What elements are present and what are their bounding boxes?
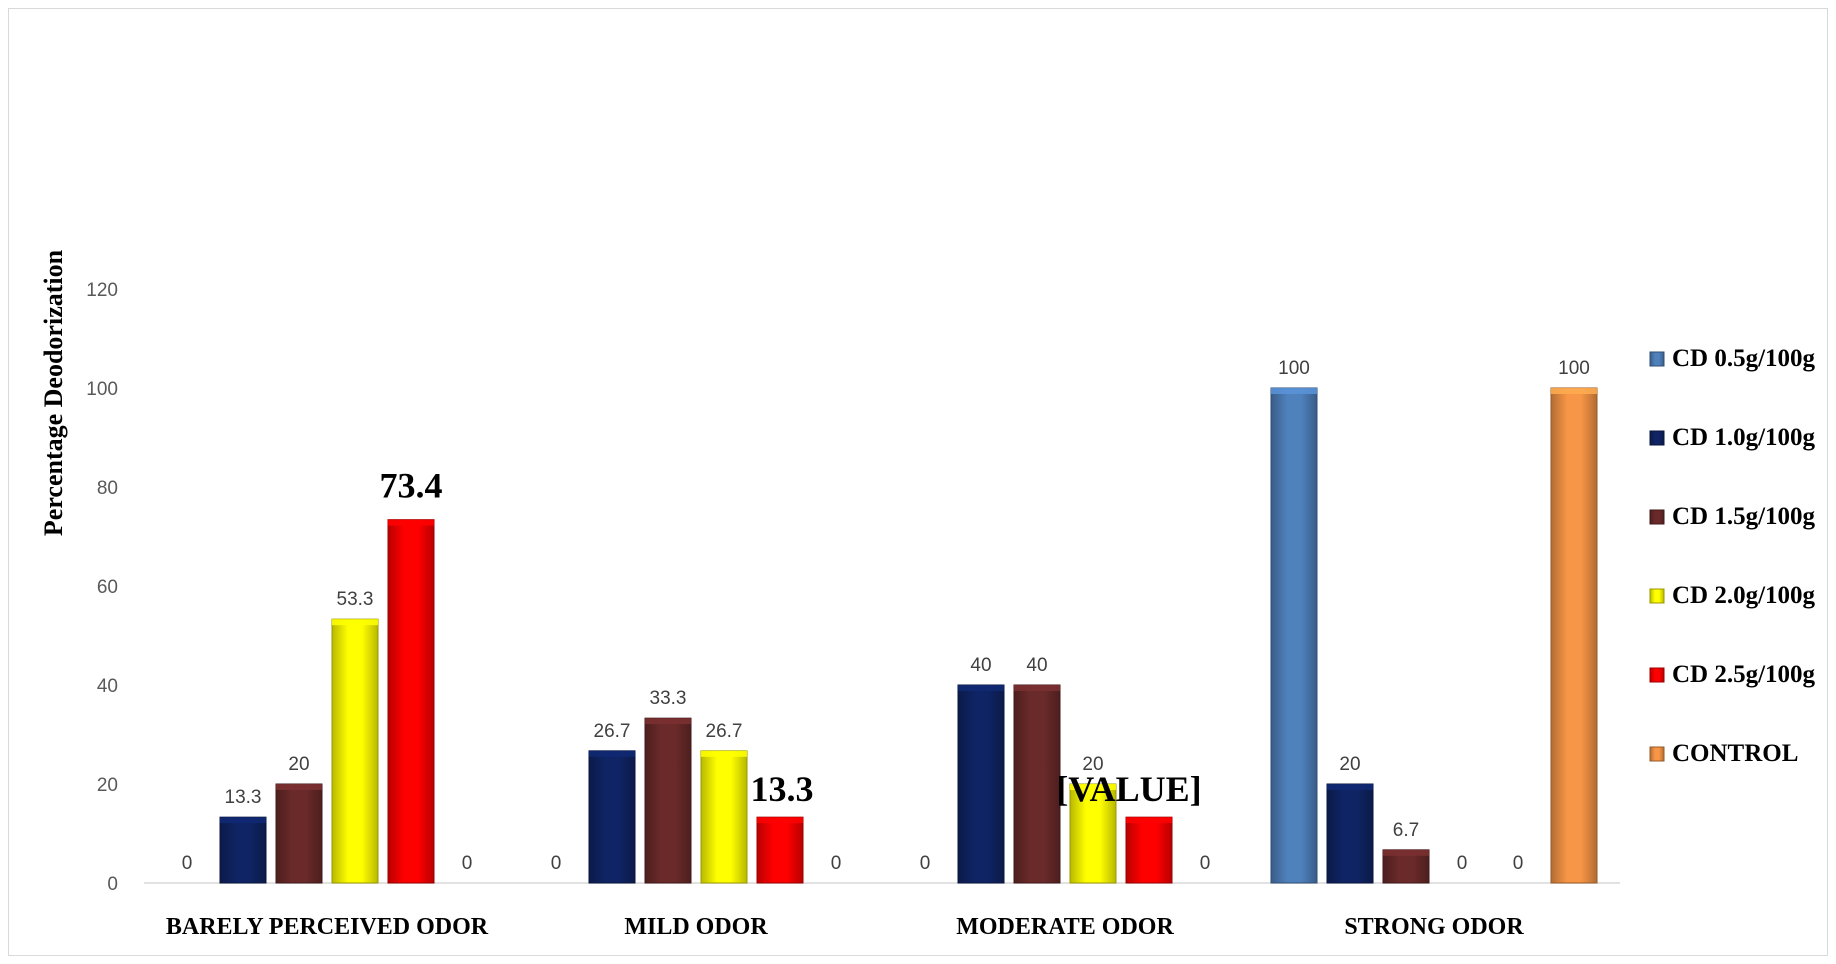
bar-bevel: [1126, 817, 1172, 824]
category-label: STRONG ODOR: [1344, 914, 1524, 940]
y-tick-label: 120: [86, 280, 118, 301]
data-label: 100: [1558, 358, 1590, 379]
data-label: 33.3: [650, 688, 687, 709]
bar-bevel: [220, 817, 266, 824]
y-axis-ticks: 0 20 40 60 80 100 120: [86, 280, 118, 895]
data-label: 26.7: [594, 721, 631, 742]
data-label: 13.3: [225, 787, 262, 808]
bar: [588, 750, 636, 884]
y-tick-label: 100: [86, 379, 118, 400]
y-axis-title: Percentage Deodorization: [39, 249, 68, 536]
legend-swatch: [1649, 588, 1665, 604]
data-label: 0: [182, 853, 193, 874]
data-label: 0: [1200, 853, 1211, 874]
legend-label: CD 1.5g/100g: [1672, 503, 1816, 530]
bar-bevel: [589, 750, 635, 757]
data-label: 26.7: [706, 721, 743, 742]
bar-bevel: [1327, 784, 1373, 790]
bar: [700, 750, 748, 884]
category-label: MILD ODOR: [624, 914, 768, 940]
bars: [219, 387, 1598, 884]
bar-bevel: [1014, 685, 1060, 691]
data-label: 40: [970, 655, 991, 676]
data-label: 0: [462, 853, 473, 874]
data-label: 100: [1278, 358, 1310, 379]
data-label: 13.3: [751, 769, 814, 809]
bar-bevel: [958, 685, 1004, 691]
y-tick-label: 60: [97, 577, 118, 598]
bar-bevel: [388, 519, 434, 526]
y-tick-label: 80: [97, 478, 118, 499]
bar: [1270, 387, 1318, 884]
bar-bevel: [645, 718, 691, 725]
bar-bevel: [1271, 388, 1317, 394]
y-tick-label: 40: [97, 676, 118, 697]
bar-bevel: [1383, 849, 1429, 856]
legend-label: CD 2.0g/100g: [1672, 582, 1816, 609]
bar: [1069, 783, 1117, 884]
bar: [1326, 783, 1374, 884]
bar: [644, 717, 692, 884]
legend-label: CD 0.5g/100g: [1672, 345, 1816, 372]
y-tick-label: 20: [97, 775, 118, 796]
data-labels: 0 13.3 20 53.3 73.4 0 0 26.7 33.3 26.7 13.3 0 0 40 40 2…: [182, 358, 1590, 874]
legend-swatch: [1649, 667, 1665, 683]
bar-bevel: [332, 619, 378, 626]
data-label: 20: [1082, 754, 1103, 775]
bar-bevel: [1551, 388, 1597, 394]
bar-bevel: [757, 817, 803, 824]
legend-swatch: [1649, 509, 1665, 525]
bar: [219, 816, 267, 884]
data-label: 53.3: [337, 589, 374, 610]
data-label: 0: [831, 853, 842, 874]
y-tick-label: 0: [107, 874, 118, 895]
data-label: 0: [1457, 853, 1468, 874]
data-label: 20: [288, 754, 309, 775]
legend-swatch: [1649, 351, 1665, 367]
legend-label: CONTROL: [1672, 740, 1798, 767]
data-label: 0: [1513, 853, 1524, 874]
legend-label: CD 1.0g/100g: [1672, 424, 1816, 451]
bar-bevel: [276, 784, 322, 790]
data-label: 0: [551, 853, 562, 874]
bar: [275, 783, 323, 884]
data-label: 73.4: [380, 466, 443, 506]
category-label: BARELY PERCEIVED ODOR: [166, 914, 489, 940]
bar: [1013, 684, 1061, 884]
legend-label: CD 2.5g/100g: [1672, 661, 1816, 688]
bar-bevel: [1070, 784, 1116, 790]
category-label: MODERATE ODOR: [956, 914, 1174, 940]
category-labels: BARELY PERCEIVED ODOR MILD ODOR MODERATE O…: [166, 914, 1524, 940]
bar: [1550, 387, 1598, 884]
bar: [387, 519, 435, 884]
legend-swatch: [1649, 430, 1665, 446]
data-label: 40: [1026, 655, 1047, 676]
bar: [957, 684, 1005, 884]
data-label: 0: [920, 853, 931, 874]
bar: [331, 618, 379, 884]
data-label: 20: [1339, 754, 1360, 775]
bar: [756, 816, 804, 884]
bar-bevel: [701, 750, 747, 757]
bar: [1125, 816, 1173, 884]
data-label: 6.7: [1393, 820, 1419, 841]
data-label: [VALUE]: [1056, 769, 1201, 809]
legend-swatch: [1649, 746, 1665, 762]
legend: CD 0.5g/100g CD 1.0g/100g CD 1.5g/100g CD 2…: [1649, 345, 1816, 767]
